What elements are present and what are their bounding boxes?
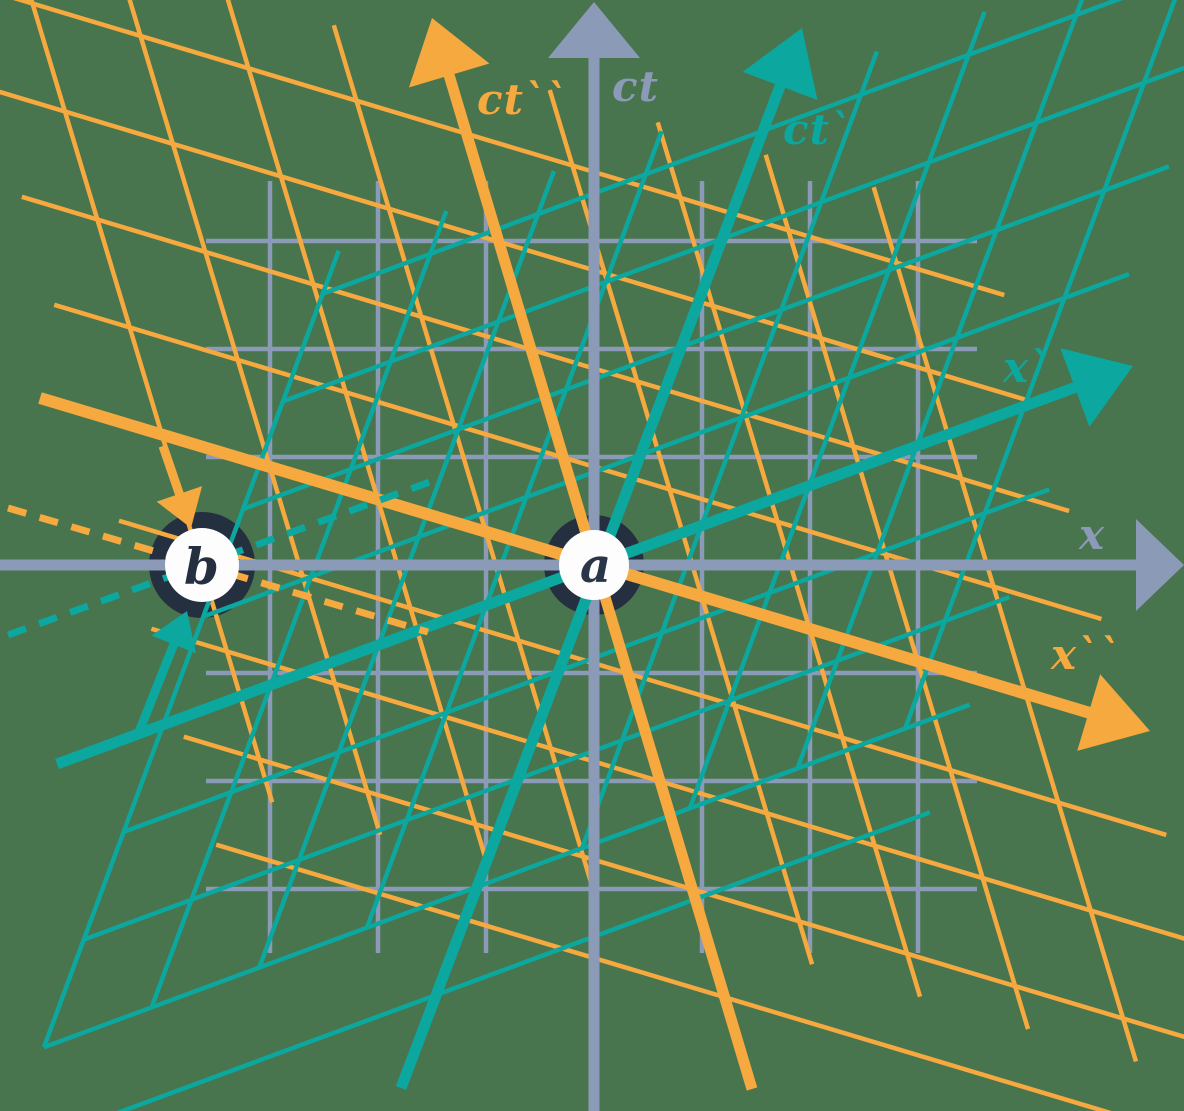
label-x: x [1078, 510, 1105, 559]
label-ct-doubleprime: ct`` [477, 75, 568, 124]
prime-grid-timeline [902, 0, 1178, 730]
prime-grid-timeline [687, 10, 987, 810]
doubleprime-grid-timeline [871, 186, 1139, 1063]
prime-grid-timeline [364, 130, 664, 929]
prime-grid-spaceline [122, 487, 1051, 835]
label-x-prime: x` [1002, 343, 1051, 392]
doubleprime-grid-spaceline [150, 626, 1184, 941]
ct-doubleprime-axis-arrowhead [408, 18, 490, 88]
b-simultaneity-prime [6, 475, 440, 639]
label-ct-prime: ct` [783, 105, 852, 154]
ct-axis-arrowhead [548, 2, 640, 58]
prime-grid-spaceline [242, 164, 1170, 512]
prime-grid-spaceline [282, 65, 1184, 404]
ct-prime-axis-arrowhead [742, 28, 818, 101]
label-x-doubleprime: x`` [1050, 630, 1121, 679]
b-worldline-doubleprime-arrow-line [158, 444, 185, 498]
doubleprime-grid-timeline [763, 154, 1031, 1030]
doubleprime-grid-timeline [331, 24, 599, 901]
prime-grid-spaceline [116, 810, 931, 1111]
label-b: b [184, 537, 220, 596]
doubleprime-grid-spaceline [0, 89, 1038, 406]
doubleprime-grid-timeline [29, 0, 275, 803]
x-axis-arrowhead [1136, 519, 1184, 611]
doubleprime-grid-spaceline [118, 518, 1167, 838]
doubleprime-grid-spaceline [215, 842, 1112, 1111]
doubleprime-grid-timeline [127, 0, 383, 836]
x-doubleprime-axis-arrowhead [1077, 674, 1150, 751]
prime-grid-spaceline [321, 0, 1124, 296]
b-worldline-prime-arrow-arrowhead [151, 611, 197, 654]
prime-grid-timeline [580, 50, 879, 849]
event-b-marker [165, 528, 239, 602]
prime-grid-timeline [149, 210, 449, 1009]
event-a-marker [559, 530, 629, 600]
b-worldline-prime-arrow-line [132, 640, 179, 739]
x-prime-axis-arrowhead [1060, 348, 1133, 427]
label-ct: ct [612, 62, 659, 111]
prime-grid-spaceline [83, 594, 1011, 942]
doubleprime-grid-spaceline [12, 0, 1005, 298]
prime-grid-spaceline [43, 702, 971, 1050]
b-worldline-doubleprime-arrow-arrowhead [156, 486, 203, 528]
label-a: a [580, 538, 612, 594]
b-simultaneity-doubleprime [7, 504, 429, 636]
